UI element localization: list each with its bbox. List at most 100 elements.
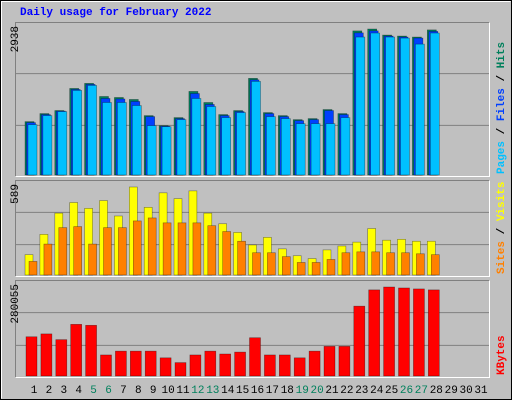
bar bbox=[234, 351, 246, 377]
bar bbox=[278, 354, 291, 377]
bar bbox=[311, 262, 321, 276]
x-tick-label: 27 bbox=[415, 385, 428, 397]
bar bbox=[326, 259, 336, 276]
bar bbox=[249, 337, 261, 377]
bar bbox=[415, 43, 425, 176]
bar bbox=[70, 324, 82, 377]
bar bbox=[191, 98, 202, 176]
legend: Sites / Visits bbox=[496, 182, 508, 274]
legend: Pages / Files / Hits bbox=[496, 42, 508, 174]
x-tick-label: 15 bbox=[236, 385, 249, 397]
bar bbox=[25, 336, 38, 377]
bar bbox=[356, 251, 366, 276]
bar bbox=[368, 289, 381, 377]
bar bbox=[204, 350, 217, 377]
legend: KBytes bbox=[496, 335, 508, 375]
bar bbox=[430, 254, 440, 276]
bar bbox=[264, 354, 276, 377]
x-tick-label: 19 bbox=[296, 385, 309, 397]
x-tick-label: 4 bbox=[75, 385, 82, 397]
x-tick-label: 28 bbox=[430, 385, 443, 397]
x-tick-label: 12 bbox=[191, 385, 204, 397]
x-tick-label: 30 bbox=[459, 385, 472, 397]
legend-separator: / bbox=[496, 68, 508, 88]
bar bbox=[281, 256, 291, 276]
bar bbox=[88, 243, 97, 276]
bar bbox=[130, 350, 142, 377]
bar bbox=[115, 350, 127, 377]
bar bbox=[222, 231, 231, 276]
bar bbox=[237, 240, 246, 276]
x-tick-label: 18 bbox=[281, 385, 294, 397]
x-tick-label: 7 bbox=[120, 385, 127, 397]
plot-bevel bbox=[15, 22, 490, 177]
x-tick-label: 9 bbox=[150, 385, 157, 397]
bar bbox=[338, 346, 351, 377]
bar bbox=[73, 226, 82, 276]
bar bbox=[310, 123, 321, 176]
legend-entry: Hits bbox=[496, 42, 508, 68]
x-tick-label: 2 bbox=[46, 385, 53, 397]
bar bbox=[266, 116, 276, 176]
legend-entry: Pages bbox=[496, 141, 508, 174]
bar bbox=[27, 124, 38, 176]
bar bbox=[87, 85, 97, 176]
bar bbox=[427, 289, 440, 377]
bar bbox=[413, 288, 425, 377]
x-tick-label: 6 bbox=[105, 385, 112, 397]
bar bbox=[236, 112, 246, 176]
bar bbox=[323, 346, 336, 377]
y-tick-label: 280055 bbox=[10, 284, 22, 324]
bar bbox=[429, 32, 440, 176]
bar bbox=[296, 262, 306, 276]
legend-entry: Visits bbox=[496, 182, 508, 222]
plot-bevel bbox=[15, 180, 490, 277]
bar bbox=[383, 286, 395, 377]
x-tick-label: 17 bbox=[266, 385, 279, 397]
legend-separator: / bbox=[496, 121, 508, 141]
x-tick-label: 26 bbox=[400, 385, 413, 397]
x-tick-label: 8 bbox=[135, 385, 142, 397]
bar bbox=[355, 36, 366, 176]
x-tick-label: 5 bbox=[90, 385, 97, 397]
bar bbox=[398, 287, 410, 377]
bar bbox=[102, 102, 112, 176]
x-tick-label: 31 bbox=[474, 385, 488, 397]
y-tick-label: 2938 bbox=[10, 26, 22, 52]
bar bbox=[207, 225, 217, 276]
plot-bevel bbox=[15, 280, 490, 378]
bar bbox=[340, 117, 351, 176]
bar bbox=[100, 354, 112, 377]
bar bbox=[189, 354, 202, 377]
bar bbox=[206, 106, 217, 176]
bar bbox=[132, 105, 142, 176]
x-tick-label: 13 bbox=[206, 385, 219, 397]
x-tick-label: 23 bbox=[355, 385, 368, 397]
x-tick-label: 3 bbox=[60, 385, 67, 397]
chart-title: Daily usage for February 2022 bbox=[20, 7, 211, 19]
bar bbox=[385, 36, 395, 176]
bar bbox=[58, 227, 68, 276]
x-tick-label: 1 bbox=[31, 385, 38, 397]
x-tick-label: 25 bbox=[385, 385, 398, 397]
bar bbox=[401, 252, 410, 276]
bar bbox=[159, 357, 172, 377]
legend-entry: Sites bbox=[496, 241, 508, 274]
bar bbox=[117, 102, 127, 176]
bar bbox=[176, 119, 187, 176]
x-tick-label: 22 bbox=[340, 385, 353, 397]
bar bbox=[416, 253, 425, 276]
plot-bevel bbox=[15, 22, 490, 177]
bar bbox=[28, 261, 38, 276]
bar bbox=[308, 350, 321, 377]
bar bbox=[43, 243, 53, 276]
bar bbox=[118, 227, 127, 276]
bar bbox=[295, 123, 306, 176]
bar bbox=[370, 32, 381, 176]
bar bbox=[85, 324, 97, 377]
plot-bevel bbox=[15, 180, 490, 277]
bar bbox=[251, 81, 261, 176]
bar bbox=[341, 252, 351, 276]
